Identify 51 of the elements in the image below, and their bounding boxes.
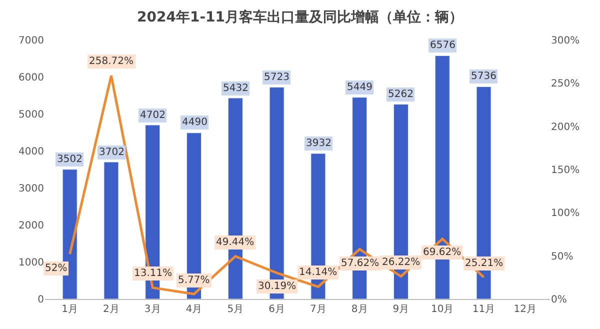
y-tick-label: 5000 xyxy=(18,110,44,120)
x-tick-label: 11月 xyxy=(472,304,496,315)
y-tick-label: 6000 xyxy=(18,72,44,84)
data-label: 4490 xyxy=(182,117,208,128)
data-label: 258.72% xyxy=(89,56,134,67)
x-tick-label: 5月 xyxy=(227,304,244,315)
x-tick-label: 10月 xyxy=(431,304,454,315)
data-label: 25.21% xyxy=(465,258,504,269)
x-tick-label: 8月 xyxy=(351,304,368,315)
data-label: 5432 xyxy=(223,83,248,94)
data-label: 49.44% xyxy=(216,237,254,248)
x-tick-label: 6月 xyxy=(268,304,285,315)
y-tick-label: 1000 xyxy=(18,258,44,268)
data-label: 13.11% xyxy=(134,268,172,279)
data-label: 3932 xyxy=(306,138,332,149)
data-label: 5736 xyxy=(471,71,496,82)
y-tick-label: 4000 xyxy=(18,146,44,158)
y-tick-label: 3000 xyxy=(18,184,44,194)
y2-tick-label: 150% xyxy=(551,165,580,176)
y2-tick-label: 50% xyxy=(551,251,574,262)
x-tick-label: 3月 xyxy=(144,304,161,315)
x-tick-label: 4月 xyxy=(186,304,202,315)
data-label: 69.62% xyxy=(423,247,462,258)
data-label: 4702 xyxy=(140,110,166,121)
y-tick-label: 0 xyxy=(38,294,44,306)
chart-title: 2024年1-11月客车出口量及同比增幅（单位：辆） xyxy=(137,8,463,26)
data-label: 5262 xyxy=(388,89,414,100)
y2-tick-label: 200% xyxy=(551,122,580,133)
data-label: 5723 xyxy=(264,72,290,83)
data-label: 14.14% xyxy=(299,267,338,278)
data-label: 3502 xyxy=(57,154,82,165)
data-label: 30.19% xyxy=(258,281,296,292)
y2-tick-label: 0% xyxy=(551,294,567,306)
data-label: 6576 xyxy=(430,40,456,51)
x-tick-label: 7月 xyxy=(310,304,326,315)
y2-tick-label: 250% xyxy=(551,78,580,90)
data-label: 57.62% xyxy=(341,258,380,269)
y-tick-label: 7000 xyxy=(18,36,44,46)
x-tick-label: 1月 xyxy=(62,304,78,315)
y2-tick-label: 300% xyxy=(551,36,580,46)
data-label: 5.77% xyxy=(178,275,210,286)
data-label: 3702 xyxy=(99,147,124,158)
data-label: 52% xyxy=(45,263,68,274)
bar xyxy=(104,162,119,299)
data-label: 5449 xyxy=(347,82,372,93)
y-tick-label: 2000 xyxy=(18,220,44,232)
y2-tick-label: 100% xyxy=(551,208,580,220)
x-tick-label: 9月 xyxy=(392,304,410,315)
data-label: 26.22% xyxy=(382,257,420,268)
x-tick-label: 2月 xyxy=(103,304,120,315)
x-tick-label: 12月 xyxy=(514,304,537,315)
